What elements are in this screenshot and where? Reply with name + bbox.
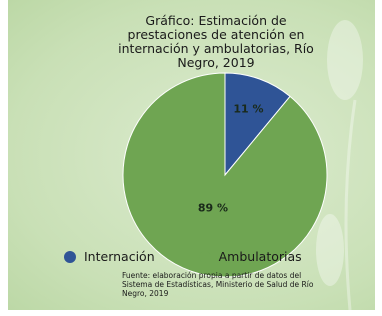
- data-label: 11 %: [233, 103, 263, 116]
- petal: [327, 20, 363, 100]
- legend-swatch: [199, 251, 211, 263]
- legend-label: Ambulatorias: [219, 249, 302, 264]
- chart-title: Gráfico: Estimación de prestaciones de a…: [118, 14, 314, 70]
- page: 11 % 89 % Gráfico: Estimación de prestaci…: [0, 0, 382, 316]
- legend-swatch: [64, 251, 76, 263]
- pie-slice: [123, 73, 327, 277]
- stem: [346, 100, 355, 310]
- legend-label: Internación: [84, 249, 155, 264]
- legend: Internación Ambulatorias: [64, 249, 302, 264]
- data-label: 89 %: [198, 202, 228, 215]
- legend-item: Ambulatorias: [199, 249, 302, 264]
- source-note: Fuente: elaboración propia a partir de d…: [122, 271, 322, 298]
- legend-item: Internación: [64, 249, 155, 264]
